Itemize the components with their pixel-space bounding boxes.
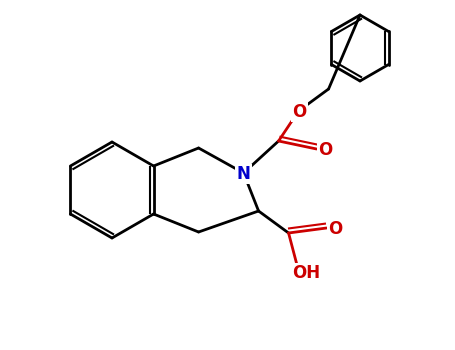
Text: N: N [237, 165, 251, 183]
Text: O: O [293, 103, 307, 121]
Text: OH: OH [293, 264, 321, 282]
Text: O: O [318, 141, 333, 159]
Text: O: O [329, 220, 343, 238]
